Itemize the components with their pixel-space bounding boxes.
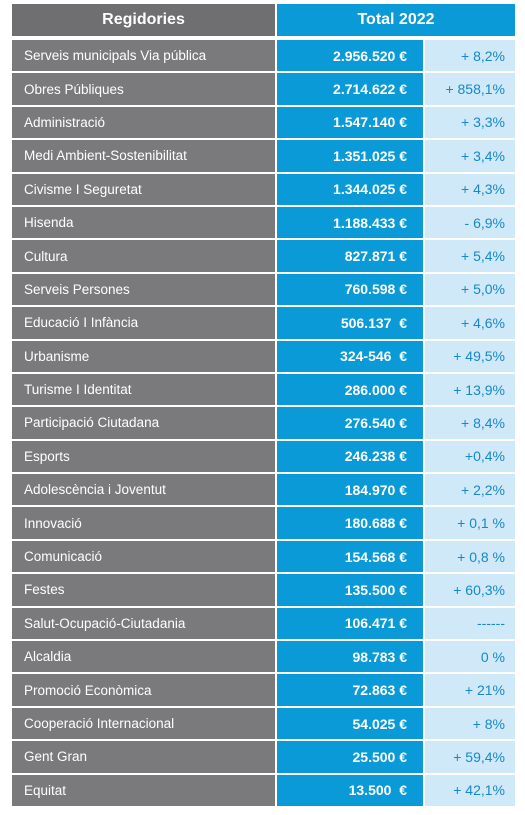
total-amount: 276.540 € [277, 407, 423, 439]
total-amount: 324-546 € [277, 340, 423, 372]
variation-percent: + 59,4% [425, 741, 515, 773]
regidoria-name: Comunicació [12, 540, 275, 573]
regidoria-name: Educació I Infància [12, 307, 275, 339]
table-row: Educació I Infància 506.137 € + 4,6% [12, 307, 515, 339]
regidoria-name: Gent Gran [12, 741, 275, 773]
variation-percent: + 2,2% [425, 474, 515, 506]
variation-percent: + 60,3% [425, 574, 515, 606]
regidoria-name: Serveis Persones [12, 273, 275, 306]
total-amount: 135.500 € [277, 574, 423, 606]
table-row: Turisme I Identitat 286.000 € + 13,9% [12, 373, 515, 406]
table-row: Medi Ambient-Sostenibilitat 1.351.025 € + … [12, 140, 515, 172]
regidoria-name: Turisme I Identitat [12, 373, 275, 406]
table-row: Obres Públiques 2.714.622 € + 858,1% [12, 73, 515, 105]
table-row: Hisenda 1.188.433 € - 6,9% [12, 206, 515, 239]
total-amount: 506.137 € [277, 307, 423, 339]
total-amount: 25.500 € [277, 741, 423, 773]
total-amount: 827.871 € [277, 240, 423, 272]
table-row: Alcaldia 98.783 €0 % [12, 641, 515, 673]
table-row: Serveis municipals Via pública 2.956.520 … [12, 40, 515, 72]
regidoria-name: Adolescència i Joventut [12, 474, 275, 506]
total-amount: 1.188.433 € [277, 206, 423, 239]
total-amount: 760.598 € [277, 273, 423, 306]
total-amount: 286.000 € [277, 373, 423, 406]
table-row: Cultura 827.871 € + 5,4% [12, 240, 515, 272]
table-row: Cooperació Internacional 54.025 € + 8% [12, 707, 515, 740]
table-row: Adolescència i Joventut 184.970 € + 2,2% [12, 474, 515, 506]
regidoria-name: Medi Ambient-Sostenibilitat [12, 140, 275, 172]
total-amount: 180.688 € [277, 507, 423, 539]
table-row: Comunicació 154.568 € + 0,8 % [12, 540, 515, 573]
regidoria-name: Cultura [12, 240, 275, 272]
total-amount: 154.568 € [277, 540, 423, 573]
variation-percent: + 42,1% [425, 774, 515, 806]
regidoria-name: Esports [12, 440, 275, 473]
regidoria-name: Cooperació Internacional [12, 707, 275, 740]
variation-percent: + 8,2% [425, 40, 515, 72]
regidoria-name: Equitat [12, 774, 275, 806]
variation-percent: + 13,9% [425, 373, 515, 406]
regidoria-name: Alcaldia [12, 641, 275, 673]
total-amount: 1.547.140 € [277, 106, 423, 139]
variation-percent: + 4,3% [425, 173, 515, 205]
table-row: Esports 246.238 € +0,4% [12, 440, 515, 473]
header-regidories: Regidories [12, 4, 275, 36]
budget-table: Regidories Total 2022 Serveis municipals… [12, 4, 515, 808]
regidoria-name: Serveis municipals Via pública [12, 40, 275, 72]
variation-percent: 0 % [425, 641, 515, 673]
table-body: Serveis municipals Via pública 2.956.520 … [12, 40, 515, 806]
regidoria-name: Promoció Econòmica [12, 674, 275, 706]
variation-percent: + 8% [425, 707, 515, 740]
variation-percent: + 49,5% [425, 340, 515, 372]
variation-percent: - 6,9% [425, 206, 515, 239]
regidoria-name: Civisme I Seguretat [12, 173, 275, 205]
header-total-2022: Total 2022 [277, 4, 515, 36]
variation-percent: + 3,3% [425, 106, 515, 139]
total-amount: 54.025 € [277, 707, 423, 740]
table-row: Festes 135.500 € + 60,3% [12, 574, 515, 606]
regidoria-name: Participació Ciutadana [12, 407, 275, 439]
total-amount: 246.238 € [277, 440, 423, 473]
table-row: Civisme I Seguretat 1.344.025 € + 4,3% [12, 173, 515, 205]
variation-percent: + 8,4% [425, 407, 515, 439]
regidoria-name: Festes [12, 574, 275, 606]
variation-percent: ------ [425, 607, 515, 640]
variation-percent: + 5,4% [425, 240, 515, 272]
table-row: Salut-Ocupació-Ciutadania 106.471 € ------ [12, 607, 515, 640]
variation-percent: + 0,8 % [425, 540, 515, 573]
variation-percent: + 4,6% [425, 307, 515, 339]
total-amount: 13.500 € [277, 774, 423, 806]
table-row: Urbanisme 324-546 € + 49,5% [12, 340, 515, 372]
variation-percent: + 3,4% [425, 140, 515, 172]
table-row: Serveis Persones 760.598 € + 5,0% [12, 273, 515, 306]
variation-percent: + 5,0% [425, 273, 515, 306]
table-header: Regidories Total 2022 [12, 4, 515, 36]
table-row: Promoció Econòmica 72.863 € + 21% [12, 674, 515, 706]
variation-percent: + 858,1% [425, 73, 515, 105]
regidoria-name: Obres Públiques [12, 73, 275, 105]
regidoria-name: Administració [12, 106, 275, 139]
regidoria-name: Salut-Ocupació-Ciutadania [12, 607, 275, 640]
total-amount: 184.970 € [277, 474, 423, 506]
table-row: Gent Gran 25.500 € + 59,4% [12, 741, 515, 773]
regidoria-name: Innovació [12, 507, 275, 539]
table-row: Participació Ciutadana 276.540 € + 8,4% [12, 407, 515, 439]
regidoria-name: Urbanisme [12, 340, 275, 372]
total-amount: 1.344.025 € [277, 173, 423, 205]
variation-percent: + 0,1 % [425, 507, 515, 539]
total-amount: 72.863 € [277, 674, 423, 706]
table-row: Administració 1.547.140 € + 3,3% [12, 106, 515, 139]
total-amount: 2.956.520 € [277, 40, 423, 72]
total-amount: 106.471 € [277, 607, 423, 640]
table-row: Innovació 180.688 € + 0,1 % [12, 507, 515, 539]
regidoria-name: Hisenda [12, 206, 275, 239]
total-amount: 98.783 € [277, 641, 423, 673]
total-amount: 1.351.025 € [277, 140, 423, 172]
table-row: Equitat 13.500 € + 42,1% [12, 774, 515, 806]
variation-percent: + 21% [425, 674, 515, 706]
variation-percent: +0,4% [425, 440, 515, 473]
total-amount: 2.714.622 € [277, 73, 423, 105]
